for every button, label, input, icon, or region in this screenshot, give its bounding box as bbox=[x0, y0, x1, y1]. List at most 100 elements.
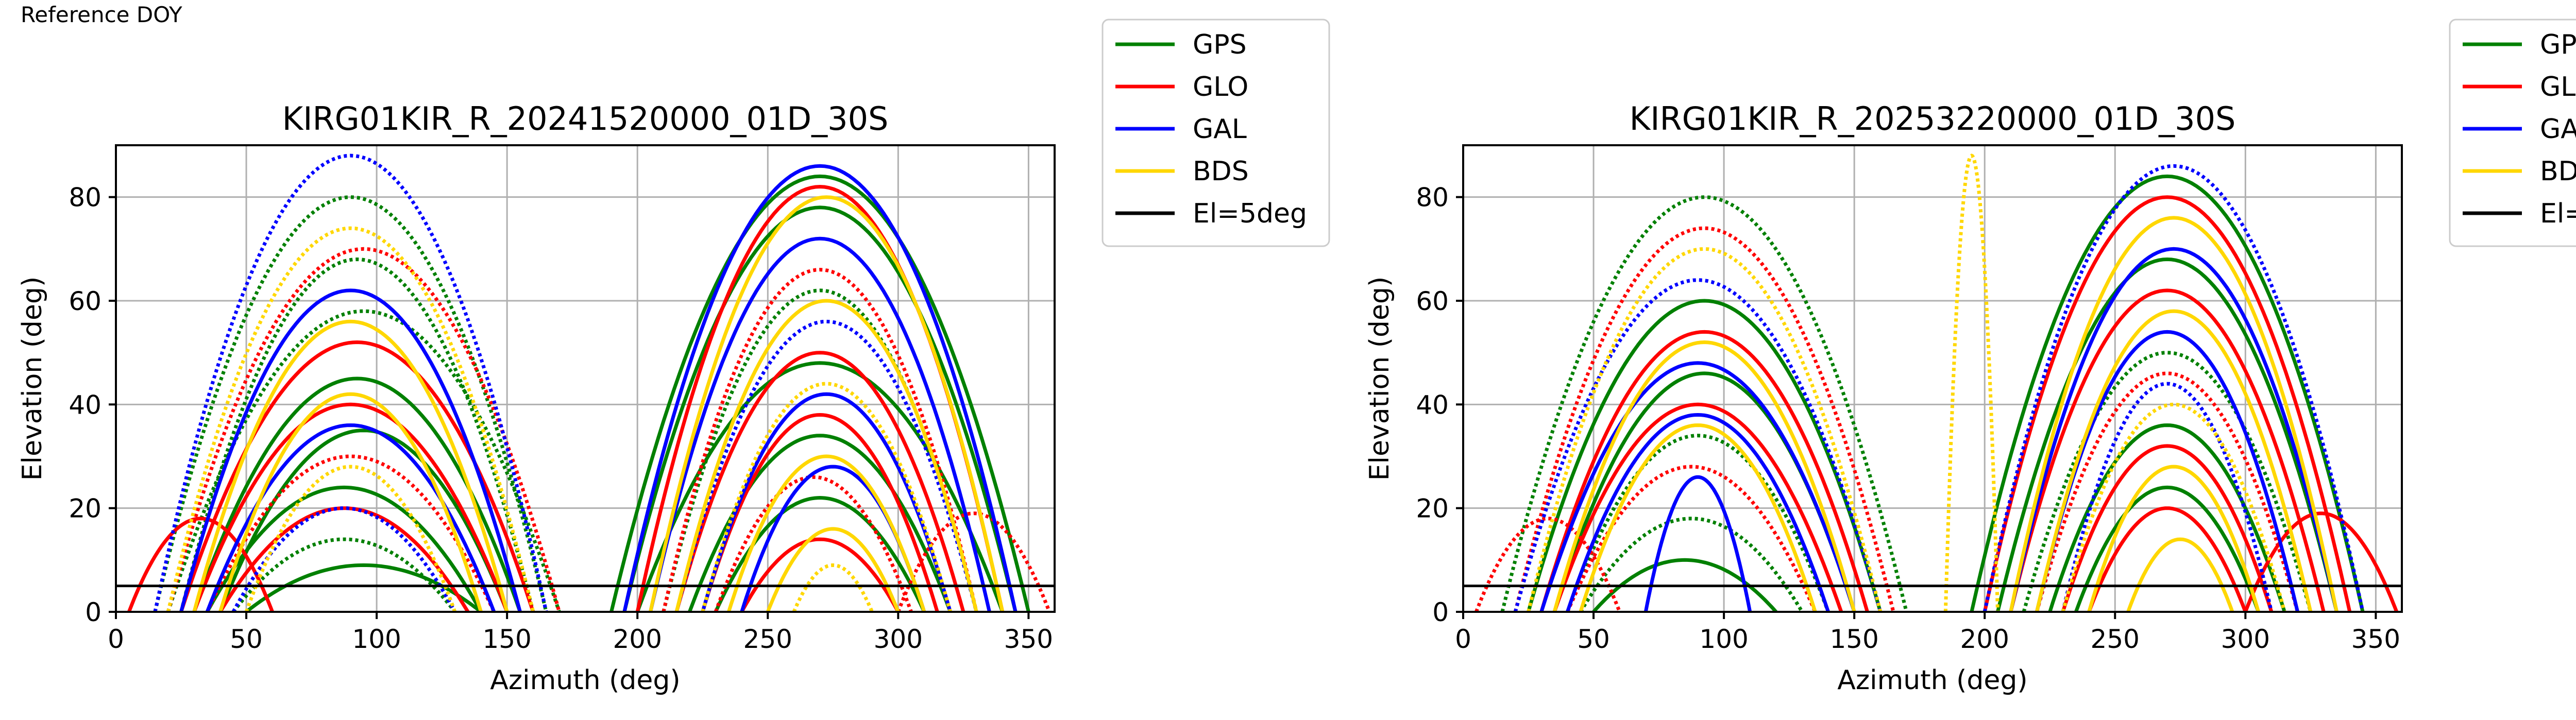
y-tick-label: 80 bbox=[1416, 183, 1449, 213]
arc-glo bbox=[1539, 330, 1869, 612]
arc-glo bbox=[740, 537, 900, 612]
arc-bds bbox=[1552, 340, 1856, 612]
legend-label: GAL bbox=[2540, 114, 2576, 145]
y-tick-label: 40 bbox=[1416, 390, 1449, 420]
chart-title: KIRG01KIR_R_20253220000_01D_30S bbox=[1630, 100, 2236, 138]
arc-bds bbox=[1527, 247, 1883, 612]
arc-gps bbox=[218, 428, 509, 612]
legend-label: GPS bbox=[2540, 29, 2576, 60]
legend-label: GPS bbox=[1193, 29, 1247, 60]
y-axis-label: Elevation (deg) bbox=[1364, 277, 1395, 481]
arc-bds bbox=[244, 465, 457, 612]
arc-bds bbox=[2126, 537, 2234, 612]
arc-glo bbox=[2087, 506, 2247, 612]
arc-glo bbox=[1982, 195, 2352, 612]
arc-gps bbox=[1970, 174, 2365, 612]
x-tick-label: 250 bbox=[2091, 624, 2140, 654]
arc-gal bbox=[153, 153, 548, 612]
arc-bds bbox=[1943, 153, 1999, 612]
arc-glo bbox=[192, 402, 509, 612]
legend-label: BDS bbox=[2540, 156, 2576, 187]
arc-glo bbox=[674, 351, 965, 612]
y-tick-label: 20 bbox=[69, 494, 101, 524]
arc-bds bbox=[1579, 423, 1817, 612]
y-tick-label: 80 bbox=[69, 183, 101, 213]
arc-bds bbox=[727, 454, 926, 612]
arc-gal bbox=[1566, 413, 1830, 612]
x-axis-label: Azimuth (deg) bbox=[490, 665, 680, 696]
arc-gal bbox=[1643, 475, 1752, 612]
series-gal bbox=[1513, 164, 2365, 612]
arc-glo bbox=[166, 247, 561, 612]
x-tick-label: 200 bbox=[613, 624, 662, 654]
x-tick-label: 150 bbox=[482, 624, 531, 654]
x-tick-label: 300 bbox=[2221, 624, 2270, 654]
x-tick-label: 350 bbox=[2351, 624, 2400, 654]
arc-gps bbox=[232, 537, 456, 612]
arc-gal bbox=[1539, 361, 1856, 612]
chart-title: KIRG01KIR_R_20241520000_01D_30S bbox=[282, 100, 889, 138]
arc-gps bbox=[622, 205, 1018, 612]
arc-gps bbox=[2022, 351, 2313, 612]
x-tick-label: 0 bbox=[1455, 624, 1471, 654]
arc-gal bbox=[1982, 164, 2365, 612]
arc-glo bbox=[701, 413, 939, 612]
y-tick-label: 20 bbox=[1416, 494, 1449, 524]
arc-glo bbox=[2009, 288, 2326, 612]
arc-gps bbox=[206, 485, 483, 612]
arc-gal bbox=[1513, 278, 1883, 612]
arc-gal bbox=[649, 236, 991, 612]
arc-bds bbox=[218, 392, 483, 612]
series-gps bbox=[1500, 174, 2365, 612]
x-tick-label: 200 bbox=[1960, 624, 2009, 654]
arc-bds bbox=[2087, 465, 2260, 612]
arc-gps bbox=[1527, 299, 1883, 612]
plot-frame bbox=[115, 144, 1056, 613]
legend-label: El=5deg bbox=[2540, 198, 2576, 229]
x-tick-label: 150 bbox=[1829, 624, 1878, 654]
arc-gps bbox=[1500, 195, 1908, 612]
arc-bds bbox=[192, 319, 509, 612]
x-tick-label: 50 bbox=[230, 624, 263, 654]
arc-gps bbox=[1996, 257, 2338, 612]
reference-doy-label: Reference DOY bbox=[21, 2, 182, 27]
legend-label: El=5deg bbox=[1193, 198, 1307, 229]
arc-glo bbox=[127, 517, 274, 612]
arc-gal bbox=[674, 319, 978, 612]
x-tick-label: 250 bbox=[743, 624, 792, 654]
series-bds bbox=[166, 195, 1005, 612]
series-group bbox=[1475, 153, 2399, 612]
arc-bds bbox=[766, 527, 900, 612]
x-tick-label: 100 bbox=[1699, 624, 1748, 654]
x-axis-label: Azimuth (deg) bbox=[1837, 665, 2027, 696]
arc-glo bbox=[714, 475, 913, 612]
legend-label: BDS bbox=[1193, 156, 1249, 187]
plot-frame bbox=[1462, 144, 2403, 613]
legend-label: GLO bbox=[1193, 72, 1248, 102]
series-bds bbox=[1527, 153, 2338, 612]
y-tick-label: 0 bbox=[1432, 597, 1449, 627]
arc-bds bbox=[2009, 216, 2338, 612]
arc-gps bbox=[1579, 517, 1804, 612]
y-tick-label: 60 bbox=[69, 286, 101, 316]
arc-gal bbox=[179, 288, 522, 612]
arc-glo bbox=[662, 268, 978, 612]
arc-glo bbox=[1566, 465, 1817, 612]
arc-glo bbox=[2035, 371, 2299, 612]
arc-bds bbox=[649, 195, 1005, 612]
legend: GPS GLO GAL BDS El=5deg bbox=[2449, 19, 2576, 247]
x-tick-label: 100 bbox=[352, 624, 401, 654]
arc-bds bbox=[792, 563, 874, 612]
chart-1: 0 50 100 150 200 250 300 350 0 20 40 60 80 KIRG01KIR_… bbox=[17, 19, 1330, 696]
arc-glo bbox=[218, 506, 470, 612]
arc-glo bbox=[1475, 517, 1621, 612]
arc-bds bbox=[674, 299, 978, 612]
arc-glo bbox=[896, 511, 1052, 612]
legend: GPS GLO GAL BDS El=5deg bbox=[1101, 19, 1330, 247]
chart-2: 0 50 100 150 200 250 300 350 0 20 40 60 80 KIRG01KIR_… bbox=[1364, 19, 2576, 696]
legend-label: GLO bbox=[2540, 72, 2576, 102]
arc-glo bbox=[1552, 402, 1843, 612]
x-tick-label: 50 bbox=[1577, 624, 1610, 654]
legend-label: GAL bbox=[1193, 114, 1247, 145]
